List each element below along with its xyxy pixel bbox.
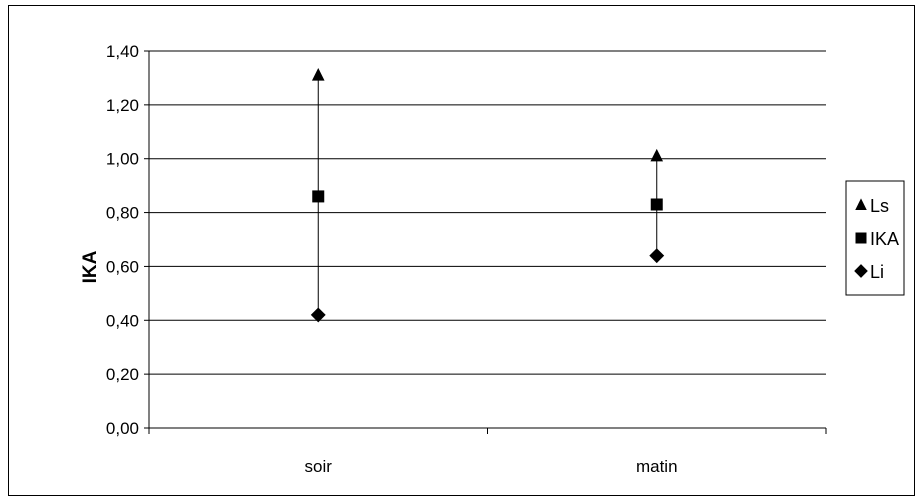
x-tick-labels: soir matin (305, 457, 678, 476)
y-tick-label: 1,20 (106, 96, 139, 115)
data-point-li (649, 248, 665, 264)
data-point-li (310, 307, 326, 323)
legend: Ls IKA Li (845, 180, 905, 296)
data-point-ls (650, 148, 664, 162)
legend-marker-ls (855, 198, 867, 210)
y-tick-label: 0,40 (106, 311, 139, 330)
legend-marker-ika (855, 232, 867, 244)
axes (144, 50, 827, 434)
legend-items: Ls IKA Li (854, 196, 899, 282)
x-tick-label: matin (636, 457, 678, 476)
legend-label: Ls (870, 196, 889, 216)
y-tick-label: 0,60 (106, 257, 139, 276)
legend-label: Li (870, 262, 884, 282)
y-tick-label: 0,80 (106, 204, 139, 223)
legend-label: IKA (870, 229, 899, 249)
data-point-ika (650, 198, 663, 211)
y-tick-label: 1,00 (106, 150, 139, 169)
y-tick-label: 0,00 (106, 419, 139, 438)
y-tick-label: 0,20 (106, 365, 139, 384)
data-markers (310, 68, 665, 323)
y-tick-labels: 0,00 0,20 0,40 0,60 0,80 1,00 1,20 1,40 (106, 42, 139, 438)
data-point-ls (311, 68, 325, 81)
gridlines (149, 50, 826, 375)
y-tick-label: 1,40 (106, 42, 139, 61)
data-point-ika (312, 190, 325, 203)
y-axis-title: IKA (80, 250, 101, 283)
range-lines (317, 75, 658, 315)
chart-frame (8, 5, 915, 496)
legend-marker-li (854, 264, 868, 278)
x-tick-label: soir (305, 457, 333, 476)
